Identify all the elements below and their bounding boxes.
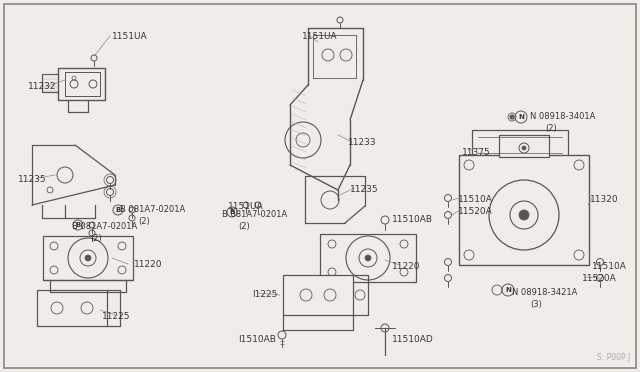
Text: 11220: 11220	[392, 262, 420, 271]
Text: 11232: 11232	[28, 82, 56, 91]
Bar	[472, 130, 568, 160]
Text: B 081A7-0201A: B 081A7-0201A	[120, 205, 185, 214]
Circle shape	[519, 210, 529, 220]
Text: 11235: 11235	[350, 185, 379, 194]
Text: (2): (2)	[238, 222, 250, 231]
Text: B: B	[229, 209, 235, 215]
Text: N 08918-3421A: N 08918-3421A	[512, 288, 577, 297]
Circle shape	[365, 255, 371, 261]
Circle shape	[85, 255, 91, 261]
Text: I1510AB: I1510AB	[238, 335, 276, 344]
Text: 11235: 11235	[18, 175, 47, 184]
Text: I1225: I1225	[252, 290, 277, 299]
Text: 11510A: 11510A	[458, 195, 493, 204]
Text: 11510A: 11510A	[592, 262, 627, 271]
Text: 11233: 11233	[348, 138, 376, 147]
Text: N 08918-3401A: N 08918-3401A	[530, 112, 595, 121]
Text: N: N	[505, 287, 511, 293]
Text: 11510AB: 11510AB	[392, 215, 433, 224]
Bar	[283, 275, 353, 315]
Bar	[320, 234, 416, 282]
Text: B 081A7-0201A: B 081A7-0201A	[72, 222, 137, 231]
Text: 11220: 11220	[134, 260, 163, 269]
Text: N: N	[518, 114, 524, 120]
Text: (2): (2)	[90, 234, 102, 243]
Text: 1151UA: 1151UA	[112, 32, 148, 41]
Text: 1151UA: 1151UA	[302, 32, 338, 41]
Text: (3): (3)	[530, 300, 542, 309]
Circle shape	[522, 146, 526, 150]
Text: B: B	[115, 207, 120, 213]
Bar	[499, 135, 549, 157]
Text: 11320: 11320	[590, 195, 619, 204]
Circle shape	[510, 115, 514, 119]
Bar	[37, 290, 107, 326]
Text: S: P00P J: S: P00P J	[596, 353, 630, 362]
Text: 11510AD: 11510AD	[392, 335, 434, 344]
Bar	[459, 155, 589, 265]
Text: 11375: 11375	[462, 148, 491, 157]
Text: B 081A7-0201A: B 081A7-0201A	[222, 210, 287, 219]
Text: (2): (2)	[545, 124, 557, 133]
Text: 11520A: 11520A	[582, 274, 617, 283]
Text: 1151UA: 1151UA	[228, 202, 264, 211]
Text: (2): (2)	[138, 217, 150, 226]
Text: 11225: 11225	[102, 312, 131, 321]
Text: B: B	[76, 222, 81, 228]
Text: 11520A: 11520A	[458, 207, 493, 216]
Bar	[43, 236, 133, 280]
